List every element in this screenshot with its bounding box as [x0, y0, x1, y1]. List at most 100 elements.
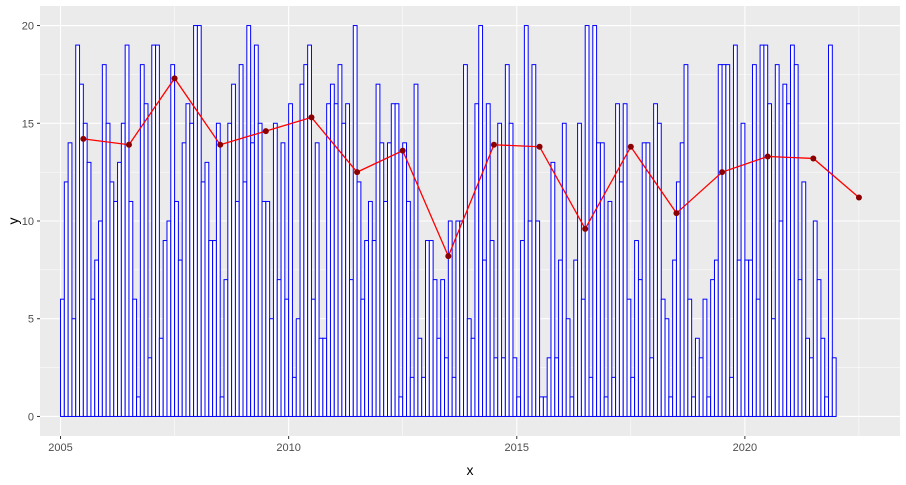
bar — [672, 259, 677, 417]
bar — [656, 122, 662, 417]
bar — [482, 259, 487, 417]
bar — [668, 396, 674, 417]
bar — [280, 142, 286, 417]
bar — [466, 318, 472, 417]
bar — [227, 122, 233, 417]
bar — [151, 44, 157, 417]
bar — [440, 279, 446, 417]
bar — [136, 396, 141, 417]
bar — [649, 357, 655, 417]
y-tick-label: 15 — [22, 118, 34, 130]
bar — [729, 376, 734, 417]
bar — [409, 376, 415, 417]
bar — [744, 259, 750, 417]
bar — [257, 122, 263, 417]
bar — [748, 259, 753, 417]
bar — [444, 357, 449, 417]
bar — [569, 396, 575, 417]
bar — [698, 357, 704, 417]
bar — [345, 103, 350, 417]
x-axis-title: x — [467, 462, 474, 478]
bar — [797, 279, 803, 417]
bar — [117, 161, 122, 417]
bar — [402, 142, 408, 417]
bar — [694, 337, 700, 417]
bar — [360, 298, 366, 417]
bar — [322, 337, 328, 417]
bar — [630, 376, 636, 417]
bar — [478, 25, 484, 417]
bar — [725, 64, 731, 417]
bar — [675, 181, 681, 417]
bar — [113, 200, 119, 417]
bar — [512, 357, 518, 417]
bar — [535, 220, 541, 417]
y-tick-label: 5 — [28, 314, 34, 326]
data-point — [490, 141, 497, 148]
bar — [246, 25, 252, 417]
bar — [215, 122, 221, 417]
bar — [615, 103, 620, 417]
bar — [497, 122, 503, 417]
bar — [75, 44, 81, 417]
bar — [580, 298, 586, 417]
bar — [371, 240, 377, 417]
bar — [622, 103, 628, 417]
bar — [664, 318, 670, 417]
bar — [645, 142, 651, 417]
bar — [242, 181, 248, 417]
bar — [139, 64, 145, 417]
bar — [603, 396, 609, 417]
bar — [387, 142, 392, 417]
bar — [303, 64, 309, 417]
data-point — [764, 153, 771, 160]
bar — [333, 103, 339, 417]
bar — [618, 181, 624, 417]
bar — [793, 64, 799, 417]
data-point — [217, 141, 224, 148]
bar — [713, 259, 719, 417]
data-point — [582, 225, 589, 232]
bar — [364, 240, 369, 417]
bar — [383, 200, 389, 417]
bar — [607, 200, 613, 417]
bar — [147, 357, 153, 417]
bar — [86, 161, 92, 417]
bar — [413, 83, 419, 417]
x-tick-label: 2010 — [276, 442, 300, 454]
bar — [231, 83, 236, 417]
bar — [447, 220, 453, 417]
bar — [767, 103, 772, 417]
bar — [824, 396, 830, 417]
bar — [425, 240, 430, 417]
bar — [721, 64, 727, 417]
bar — [755, 298, 761, 417]
bar — [641, 142, 647, 417]
bar — [196, 25, 202, 417]
bar — [234, 200, 240, 417]
bar — [94, 259, 100, 417]
bar — [770, 318, 776, 417]
bar — [828, 44, 833, 417]
bar — [356, 181, 362, 417]
bar — [428, 240, 434, 417]
bar — [584, 25, 590, 417]
bar — [508, 122, 514, 417]
bar — [162, 240, 168, 417]
bar — [759, 44, 765, 417]
bar — [702, 298, 708, 417]
bar — [128, 200, 134, 417]
bar — [451, 376, 457, 417]
bar — [238, 64, 244, 417]
data-point — [354, 169, 361, 176]
bar — [132, 298, 138, 417]
bar — [326, 103, 331, 417]
bar — [390, 103, 396, 417]
bar — [318, 337, 324, 417]
bar — [208, 240, 214, 417]
bar — [805, 337, 811, 417]
bar — [531, 64, 537, 417]
bar — [177, 259, 183, 417]
bar — [809, 357, 814, 417]
